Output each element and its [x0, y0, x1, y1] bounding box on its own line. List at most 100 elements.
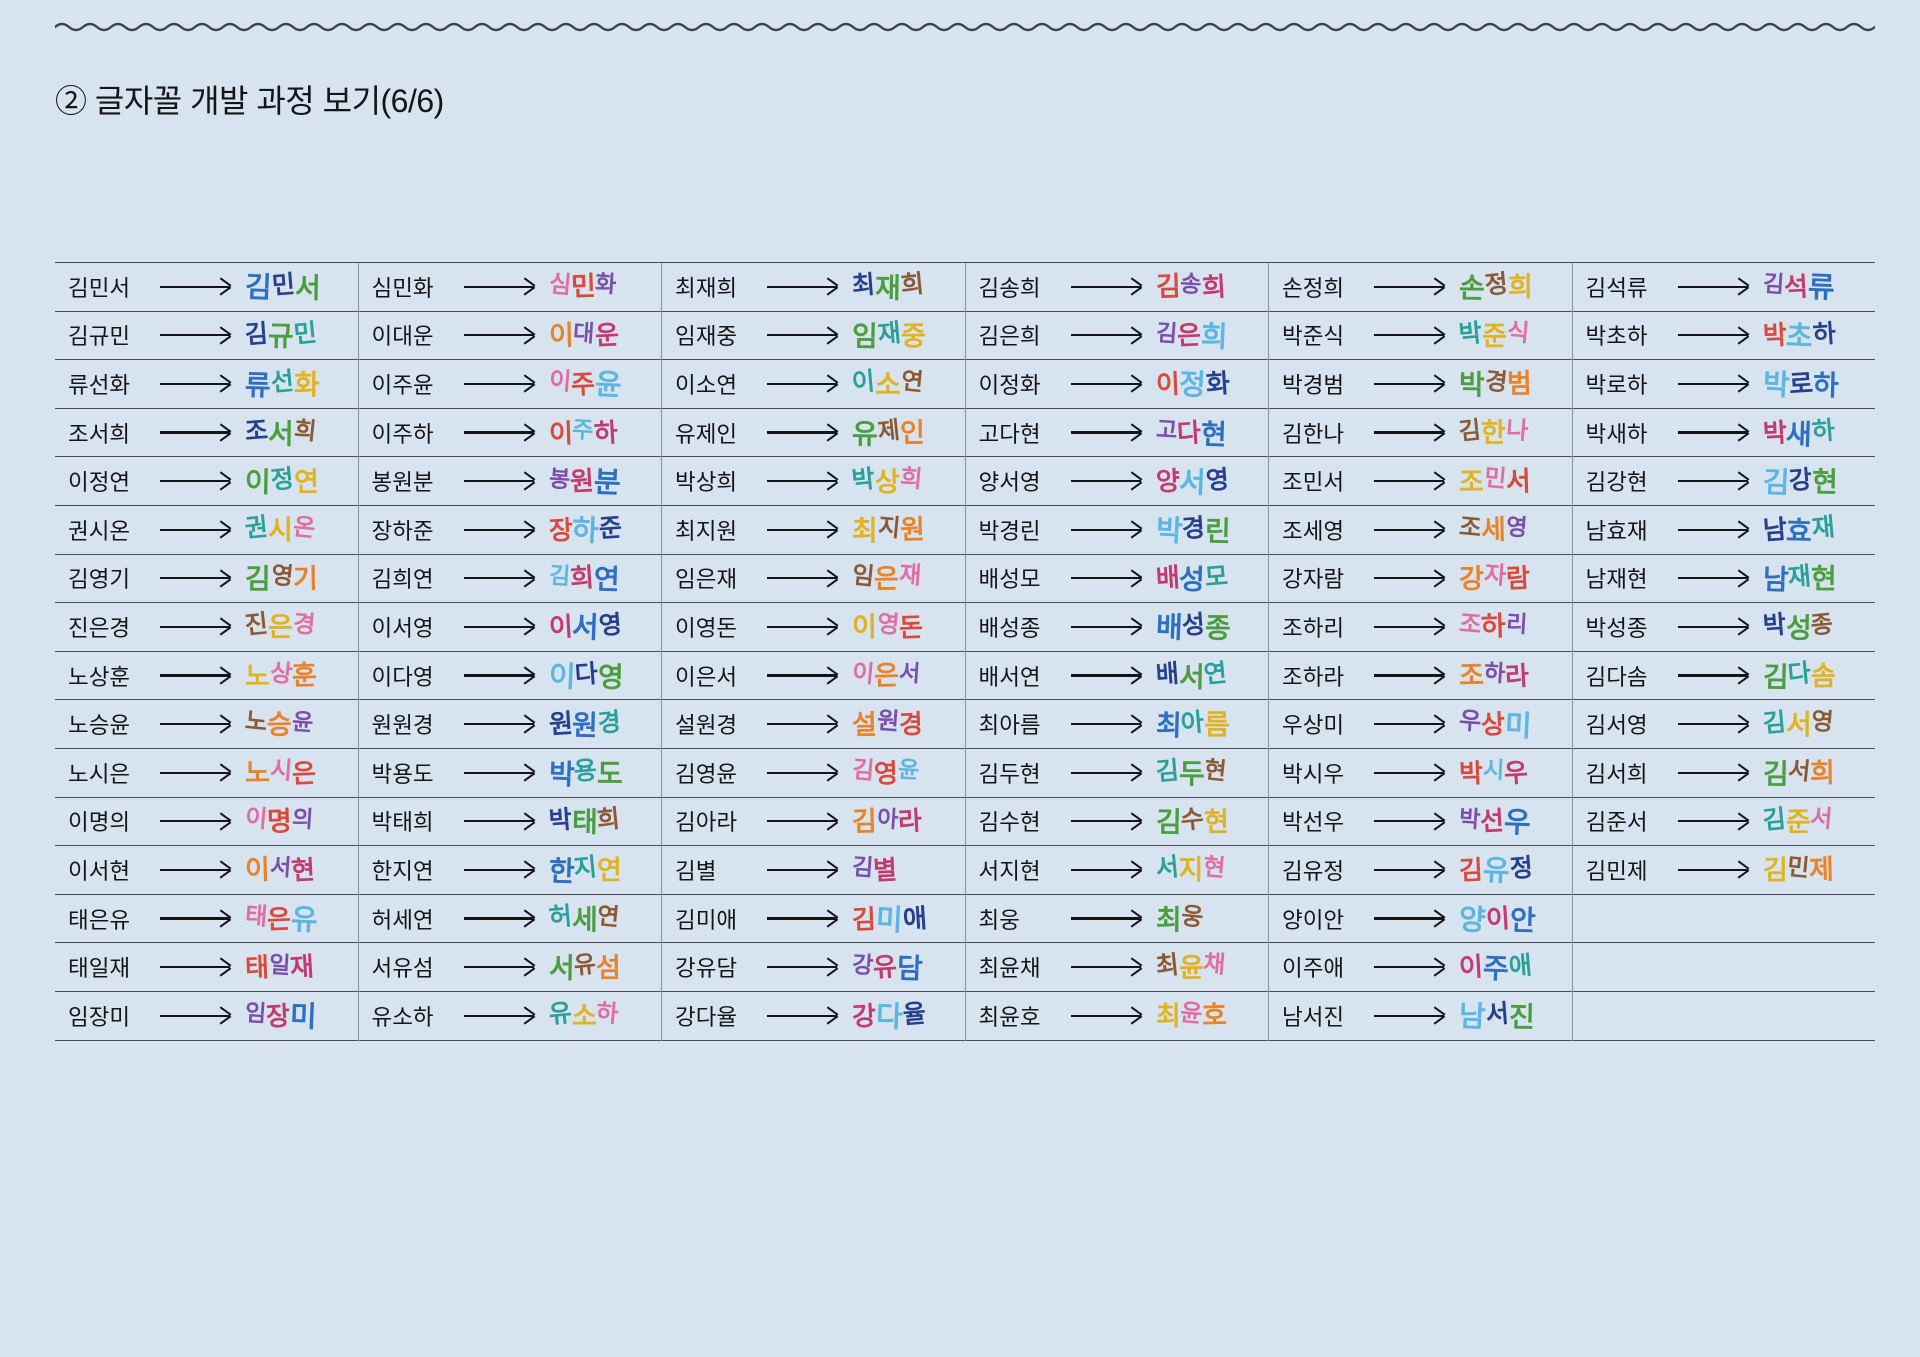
table-cell: 김민제 김 민 제: [1572, 846, 1875, 895]
right-arrow-icon: [1070, 966, 1141, 969]
student-name: 노시은: [68, 761, 131, 787]
table-cell: 임재중 임 재 중: [662, 312, 965, 361]
table-cell: 김강현 김 강 현: [1572, 457, 1875, 506]
right-arrow-icon: [160, 334, 230, 337]
wavy-line-path: [55, 22, 1875, 32]
student-name: 임재중: [675, 324, 738, 350]
student-name: 조세영: [1282, 518, 1345, 544]
names-table: 김민서 김 민 서 김규민 김 규 민 류선화 류 선 화 조서희 조 서 희 이정연 이 정 연 권시온 권 시 온 김영기 김…: [55, 262, 1875, 1041]
right-arrow-icon: [160, 1014, 230, 1017]
table-cell: 김한나 김 한 나: [1269, 409, 1572, 458]
table-cell: 이정연 이 정 연: [55, 457, 358, 506]
table-cell: 조민서 조 민 서: [1269, 457, 1572, 506]
right-arrow-icon: [767, 577, 837, 580]
table-cell: 이서영 이 서 영: [358, 603, 661, 652]
right-arrow-icon: [767, 1014, 837, 1017]
table-cell: 김수현 김 수 현: [965, 798, 1268, 847]
table-cell: 이서현 이 서 현: [55, 846, 358, 895]
student-name: 김송희: [978, 275, 1041, 301]
right-arrow-icon: [1070, 431, 1141, 434]
right-arrow-icon: [1374, 577, 1444, 580]
table-cell: [1572, 992, 1875, 1041]
right-arrow-icon: [1677, 723, 1748, 726]
right-arrow-icon: [1677, 868, 1748, 872]
table-column: 김민서 김 민 서 김규민 김 규 민 류선화 류 선 화 조서희 조 서 희 이정연 이 정 연 권시온 권 시 온 김영기 김…: [55, 263, 358, 1041]
right-arrow-icon: [1070, 334, 1141, 337]
table-cell: 유소하 유 소 하: [358, 992, 661, 1041]
right-arrow-icon: [1374, 382, 1444, 386]
student-name: 박상희: [675, 470, 738, 496]
student-name: 김다솜: [1585, 664, 1648, 690]
table-cell: 손정희 손 정 희: [1269, 263, 1572, 312]
student-name: 강유담: [675, 956, 738, 982]
right-arrow-icon: [463, 625, 534, 629]
right-arrow-icon: [1677, 528, 1748, 531]
student-name: 최윤호: [978, 1004, 1041, 1030]
right-arrow-icon: [160, 528, 230, 531]
right-arrow-icon: [767, 334, 837, 337]
right-arrow-icon: [160, 382, 230, 386]
student-name: 배성종: [978, 615, 1041, 641]
student-name: 최웅: [978, 907, 1020, 933]
student-name: 남재현: [1585, 567, 1648, 593]
right-arrow-icon: [160, 820, 230, 823]
table-cell: [1572, 895, 1875, 944]
student-name: 김서영: [1585, 713, 1648, 739]
student-name: 최아름: [978, 713, 1041, 739]
student-name: 박새하: [1585, 421, 1648, 447]
student-name: 노승윤: [68, 713, 131, 739]
table-cell: 김서영 김 서 영: [1572, 700, 1875, 749]
table-cell: 한지연 한 지 연: [358, 846, 661, 895]
wavy-line-icon: [55, 22, 1875, 32]
right-arrow-icon: [1677, 577, 1748, 580]
table-cell: 남효재 남 효 재: [1572, 506, 1875, 555]
table-cell: 강유담 강 유 담: [662, 943, 965, 992]
right-arrow-icon: [1677, 382, 1748, 386]
student-name: 이주하: [371, 421, 434, 447]
table-cell: 이영돈 이 영 돈: [662, 603, 965, 652]
student-name: 허세연: [371, 907, 434, 933]
table-cell: 박용도 박 용 도: [358, 749, 661, 798]
student-name: 박성종: [1585, 615, 1648, 641]
student-name: 최지원: [675, 518, 738, 544]
student-name: 김영윤: [675, 761, 738, 787]
student-name: 이서현: [68, 858, 131, 884]
student-name: 박용도: [371, 761, 434, 787]
right-arrow-icon: [1677, 771, 1748, 774]
student-name: 김두현: [978, 761, 1041, 787]
right-arrow-icon: [463, 868, 534, 872]
table-cell: 최지원 최 지 원: [662, 506, 965, 555]
table-cell: 원원경 원 원 경: [358, 700, 661, 749]
right-arrow-icon: [160, 868, 230, 872]
